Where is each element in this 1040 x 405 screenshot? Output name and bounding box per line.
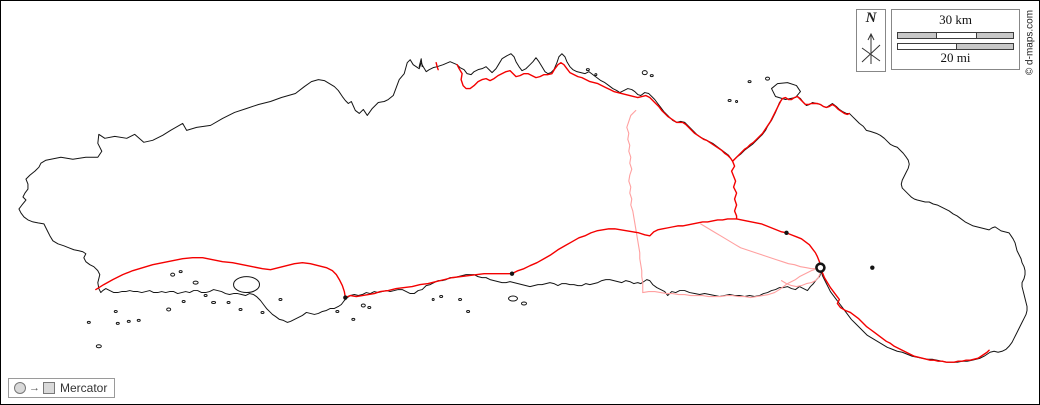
scale-bar-mi bbox=[897, 43, 1014, 50]
scale-bar-box: 30 km 20 mi bbox=[891, 9, 1020, 70]
scale-bar-mi-segment bbox=[955, 44, 1013, 49]
secondary-road-loop bbox=[780, 272, 821, 288]
copyright-text: © d-maps.com bbox=[1024, 9, 1036, 76]
north-label: N bbox=[865, 10, 877, 26]
scale-bar-km-segment bbox=[935, 33, 978, 38]
coast-tick-mark bbox=[418, 58, 423, 68]
scale-mi-label: 20 mi bbox=[940, 50, 971, 65]
projection-label: Mercator bbox=[60, 381, 108, 395]
secondary-road-to-capital bbox=[700, 223, 821, 270]
primary-road-north-border bbox=[456, 61, 851, 162]
archipelago-islands bbox=[86, 68, 801, 349]
scale-bar-km bbox=[897, 32, 1014, 39]
projected-square-icon bbox=[43, 382, 55, 394]
city-dot bbox=[870, 265, 875, 270]
projection-arrow-icon: → bbox=[29, 382, 40, 394]
scale-km-label: 30 km bbox=[939, 12, 972, 27]
primary-road-tick bbox=[435, 61, 439, 71]
secondary-road-north-south bbox=[626, 109, 644, 294]
secondary-road-coastal bbox=[642, 269, 815, 299]
city-dot bbox=[509, 271, 515, 276]
north-indicator-box: N bbox=[856, 9, 886, 72]
globe-circle-icon bbox=[14, 382, 26, 394]
primary-road-main bbox=[95, 218, 990, 363]
primary-road-vertical bbox=[730, 160, 738, 220]
city-dot bbox=[784, 230, 789, 236]
compass-star-icon bbox=[861, 32, 881, 64]
mainland-coastline bbox=[18, 53, 1028, 363]
capital-marker bbox=[815, 262, 826, 273]
projection-box: → Mercator bbox=[8, 378, 116, 398]
city-dot bbox=[343, 295, 348, 300]
